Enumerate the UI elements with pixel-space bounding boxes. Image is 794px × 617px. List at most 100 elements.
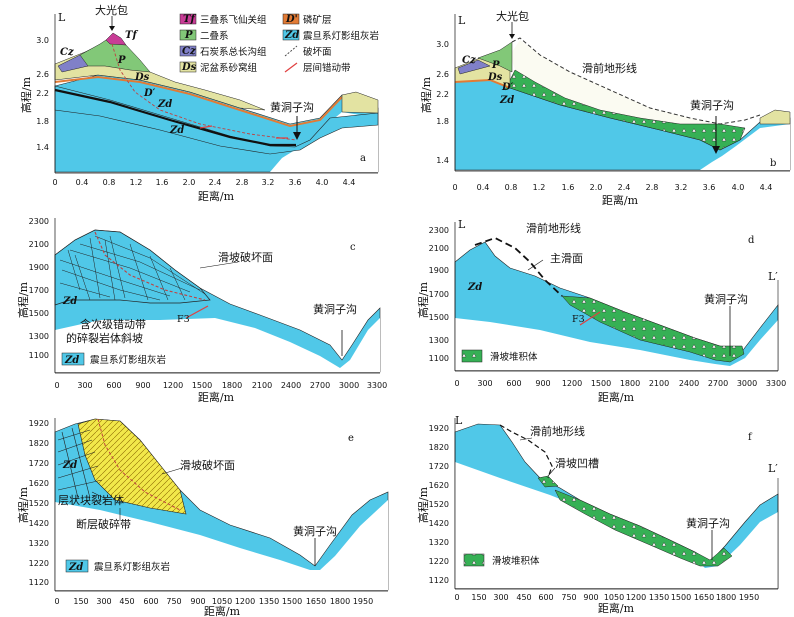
- peak-label-b: 大光包: [496, 9, 529, 23]
- xtick-d-3: 900: [535, 379, 550, 388]
- legend-sym-ds: Ds: [181, 62, 197, 73]
- fault-f3-c: [185, 305, 209, 319]
- xtick-d-2: 600: [506, 379, 521, 388]
- layered-label-e: 层状块裂岩体: [58, 493, 124, 507]
- ytick-f-5: 1420: [429, 519, 449, 528]
- xtick-f-2: 300: [493, 593, 508, 602]
- ds-right-b: [759, 109, 791, 125]
- peak-label-a: 大光包: [95, 3, 128, 17]
- legend-text-phosphate: 磷矿层: [303, 14, 332, 26]
- legend-sym-tf: Tf: [183, 14, 196, 25]
- xtick-e-1: 150: [73, 597, 88, 606]
- xtick-a-10: 4.0: [316, 178, 329, 187]
- ytick-e-8: 1120: [29, 578, 49, 587]
- xtick-d-1: 300: [477, 379, 492, 388]
- x-axis-label-d: 距离/m: [598, 390, 635, 404]
- xtick-f-10: 1500: [671, 593, 691, 602]
- xtick-c-1: 300: [77, 381, 92, 390]
- xtick-f-6: 900: [583, 593, 598, 602]
- xtick-e-10: 1500: [282, 597, 302, 606]
- legend-sym-zd-c: Zd: [64, 355, 79, 366]
- unit-dprime-b: D′: [501, 82, 514, 93]
- unit-zd-a-2: Zd: [169, 125, 184, 136]
- y-axis-label-f: 高程/m: [416, 486, 430, 523]
- unit-cz-b: Cz: [462, 55, 476, 66]
- xtick-b-10: 4.0: [732, 183, 745, 192]
- xtick-f-1: 150: [471, 593, 486, 602]
- layered-rock-lines-e: [57, 427, 103, 499]
- ytick-e-2: 1720: [29, 459, 49, 468]
- preslide-fill-b: [510, 40, 720, 130]
- panel-c: 滑坡破坏面 含次级错动带 的碎裂岩体斜坡 黄洞子沟 Zd F3 c Zd 震旦系…: [16, 217, 387, 404]
- ytick-e-0: 1920: [29, 419, 49, 428]
- rockmass-label-c: 含次级错动带: [80, 317, 146, 331]
- unit-zd-d: Zd: [467, 282, 482, 293]
- xtick-a-3: 1.2: [130, 178, 143, 187]
- panel-letter-d: d: [748, 235, 755, 246]
- panel-d: 滑前地形线 主滑面 黄洞子沟 Zd F3 L L′ d 滑坡堆积体 2300 2…: [416, 218, 786, 404]
- failure-surface-e: [97, 418, 181, 511]
- xtick-f-0: 0: [454, 593, 459, 602]
- debris-swatch-f: [463, 553, 485, 567]
- xtick-a-9: 3.6: [289, 178, 302, 187]
- carbon-cz-a: [57, 54, 89, 73]
- gully-label-f: 黄洞子沟: [686, 516, 730, 530]
- ytick-c-12: 1100: [29, 351, 49, 360]
- unit-zd-a: Zd: [157, 99, 172, 110]
- legend-text-e: 震旦系灯影组灰岩: [94, 561, 170, 573]
- xtick-e-12: 1800: [330, 597, 350, 606]
- y-axis-label-a: 高程/m: [19, 76, 33, 113]
- xtick-d-8: 2400: [679, 379, 699, 388]
- xtick-e-8: 1200: [235, 597, 255, 606]
- ytick-f-6: 1320: [429, 538, 449, 547]
- rockmass-label-c-2: 的碎裂岩体斜坡: [66, 331, 143, 345]
- xtick-f-5: 750: [561, 593, 576, 602]
- legend-text-d: 滑坡堆积体: [490, 351, 538, 363]
- ytick-a-3: 1.8: [36, 117, 49, 126]
- legend-text-p: 二叠系: [200, 31, 229, 42]
- unit-p-a: P: [117, 55, 126, 66]
- debris-deposit-f: [554, 489, 733, 567]
- fracture-lines-c: [59, 235, 206, 301]
- xtick-a-6: 2.4: [209, 178, 222, 187]
- y-ticks-a: 3.0 2.6 2.2 1.8 1.4: [36, 36, 49, 152]
- x-axis-label-b: 距离/m: [602, 193, 639, 207]
- failure-label-e: 滑坡破坏面: [180, 458, 235, 472]
- y-ticks-b: 3.0 2.6 2.2 1.8 1.4: [436, 40, 449, 165]
- valley-floor-b: [700, 124, 790, 170]
- interlayer-fault-marker-a: [199, 125, 288, 139]
- x-axis-label-a: 距离/m: [198, 189, 235, 203]
- gully-label-b: 黄洞子沟: [690, 98, 734, 112]
- xtick-f-3: 450: [516, 593, 531, 602]
- failure-surface-c: [94, 231, 206, 301]
- y-axis-label-b: 高程/m: [419, 76, 433, 113]
- xtick-c-3: 900: [135, 381, 150, 390]
- xtick-a-7: 2.8: [236, 178, 249, 187]
- x-axis-label-c: 距离/m: [198, 390, 235, 404]
- ytick-d-12: 1100: [429, 354, 449, 363]
- xtick-d-5: 1500: [591, 379, 611, 388]
- failure-label-c: 滑坡破坏面: [218, 250, 273, 264]
- fault-label-d: F3: [572, 314, 585, 325]
- failure-surface-line: [284, 45, 298, 57]
- slide-trough-deposit-f: [537, 475, 559, 488]
- unit-ds-b: Ds: [487, 72, 503, 83]
- xtick-f-9: 1350: [649, 593, 669, 602]
- preslide-line-f: [499, 424, 553, 479]
- fault-label-c: F3: [177, 314, 190, 325]
- legend-text-zd: 震旦系灯影组灰岩: [303, 30, 379, 42]
- valley-floor-e: [55, 500, 388, 590]
- section-end-label-f-prime: L′: [768, 462, 778, 475]
- panel-letter-c: c: [350, 242, 356, 253]
- xtick-d-0: 0: [454, 379, 459, 388]
- xtick-e-4: 600: [143, 597, 158, 606]
- section-end-label-b: L: [458, 14, 466, 27]
- valley-floor-d: [455, 318, 778, 370]
- xtick-b-4: 1.6: [562, 183, 575, 192]
- section-end-label-d: L: [458, 218, 466, 231]
- zd-swatch: [282, 29, 300, 41]
- xtick-c-9: 2700: [310, 381, 330, 390]
- fractured-rock-c: [54, 229, 211, 306]
- ytick-a-0: 3.0: [36, 36, 49, 45]
